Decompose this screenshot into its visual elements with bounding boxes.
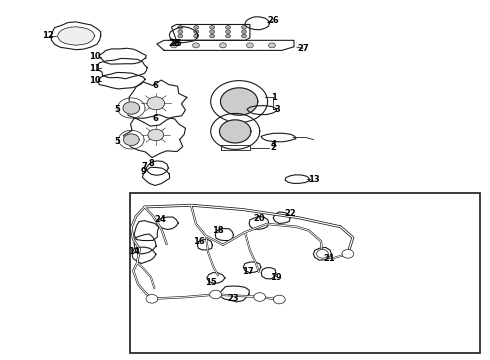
- Polygon shape: [57, 27, 95, 45]
- Circle shape: [178, 26, 183, 29]
- Circle shape: [210, 26, 215, 29]
- Text: 4: 4: [270, 140, 276, 149]
- Circle shape: [269, 43, 275, 48]
- Text: 12: 12: [42, 31, 54, 40]
- Text: 25: 25: [171, 40, 182, 49]
- Text: 18: 18: [212, 226, 224, 235]
- Circle shape: [242, 26, 246, 29]
- Circle shape: [273, 295, 285, 304]
- Polygon shape: [245, 17, 270, 30]
- Circle shape: [342, 249, 354, 258]
- Circle shape: [225, 34, 230, 38]
- Circle shape: [194, 30, 198, 33]
- Text: 27: 27: [297, 44, 309, 53]
- Circle shape: [225, 26, 230, 29]
- Polygon shape: [123, 115, 186, 158]
- Text: 16: 16: [193, 237, 204, 246]
- Polygon shape: [247, 106, 276, 114]
- Polygon shape: [123, 134, 139, 145]
- Polygon shape: [211, 81, 268, 122]
- Circle shape: [317, 249, 328, 258]
- Polygon shape: [221, 145, 250, 150]
- Circle shape: [178, 34, 183, 38]
- Text: 5: 5: [115, 137, 121, 146]
- Circle shape: [194, 34, 198, 38]
- Text: 8: 8: [148, 158, 154, 168]
- Circle shape: [210, 290, 221, 299]
- Polygon shape: [132, 247, 156, 264]
- Text: 2: 2: [270, 143, 276, 152]
- Polygon shape: [119, 130, 144, 149]
- Text: 3: 3: [275, 105, 281, 114]
- Polygon shape: [243, 262, 261, 273]
- Polygon shape: [123, 102, 140, 114]
- Polygon shape: [157, 217, 178, 230]
- Polygon shape: [97, 58, 147, 79]
- Polygon shape: [314, 247, 331, 260]
- Circle shape: [225, 30, 230, 33]
- Circle shape: [146, 294, 158, 303]
- Text: 9: 9: [140, 167, 146, 176]
- Polygon shape: [127, 80, 187, 126]
- Text: 5: 5: [115, 105, 121, 114]
- Text: 15: 15: [205, 278, 217, 287]
- Polygon shape: [220, 120, 251, 143]
- Polygon shape: [273, 212, 290, 224]
- Polygon shape: [249, 216, 269, 229]
- Text: 23: 23: [227, 294, 239, 303]
- Polygon shape: [261, 133, 295, 142]
- Polygon shape: [197, 239, 212, 250]
- Circle shape: [242, 30, 246, 33]
- Polygon shape: [157, 40, 294, 50]
- Text: 24: 24: [155, 215, 167, 224]
- Bar: [130, 193, 480, 353]
- Polygon shape: [215, 229, 234, 240]
- Text: 21: 21: [323, 254, 335, 263]
- Text: 19: 19: [270, 274, 281, 282]
- Circle shape: [210, 34, 215, 38]
- Circle shape: [194, 26, 198, 29]
- Circle shape: [210, 30, 215, 33]
- Text: 22: 22: [284, 209, 296, 217]
- Polygon shape: [169, 27, 198, 42]
- Polygon shape: [220, 88, 258, 115]
- Circle shape: [178, 30, 183, 33]
- Polygon shape: [261, 267, 276, 279]
- Text: 17: 17: [242, 267, 253, 276]
- Text: 26: 26: [267, 17, 279, 26]
- Polygon shape: [285, 175, 309, 184]
- Polygon shape: [146, 161, 169, 175]
- Polygon shape: [172, 24, 250, 40]
- Text: 13: 13: [308, 175, 319, 184]
- Polygon shape: [207, 273, 225, 283]
- Circle shape: [193, 43, 199, 48]
- Polygon shape: [51, 22, 101, 50]
- Polygon shape: [220, 286, 249, 302]
- Text: 10: 10: [89, 76, 100, 85]
- Circle shape: [147, 97, 165, 110]
- Circle shape: [246, 43, 253, 48]
- Text: 11: 11: [89, 64, 100, 73]
- Polygon shape: [99, 48, 146, 64]
- Circle shape: [148, 129, 164, 141]
- Circle shape: [220, 43, 226, 48]
- Text: 10: 10: [89, 52, 100, 61]
- Polygon shape: [118, 98, 145, 118]
- Polygon shape: [211, 113, 260, 149]
- Polygon shape: [143, 167, 170, 185]
- Text: 14: 14: [128, 248, 140, 256]
- Polygon shape: [134, 221, 159, 240]
- Text: 1: 1: [271, 93, 277, 102]
- Circle shape: [254, 293, 266, 301]
- Text: 20: 20: [253, 214, 265, 223]
- Polygon shape: [134, 234, 156, 254]
- Text: 6: 6: [153, 114, 159, 122]
- Text: 28: 28: [168, 40, 180, 49]
- Circle shape: [171, 43, 177, 48]
- Circle shape: [242, 34, 246, 38]
- Polygon shape: [98, 72, 145, 89]
- Text: 7: 7: [141, 162, 147, 171]
- Text: 6: 6: [153, 81, 159, 90]
